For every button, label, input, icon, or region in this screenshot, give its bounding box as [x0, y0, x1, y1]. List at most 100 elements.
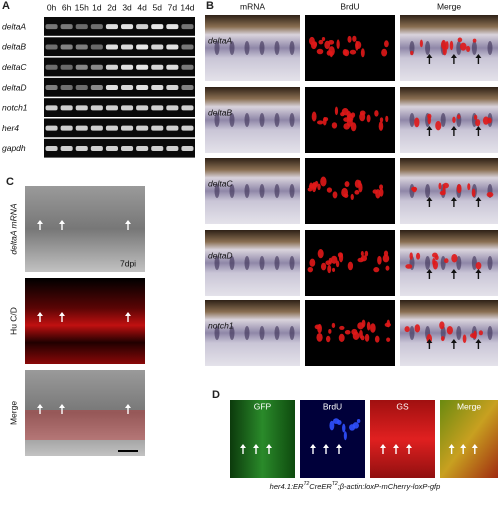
row-label: deltaA mRNA [8, 203, 18, 255]
stain [244, 184, 250, 198]
scale-bar [118, 450, 138, 452]
gel-band [136, 64, 149, 70]
gel-band [75, 145, 88, 151]
arrow-head [450, 269, 457, 273]
micrograph [400, 230, 498, 296]
panel-label: C [6, 176, 14, 188]
gel-lane [44, 118, 195, 138]
cell-signal [432, 258, 436, 266]
cell-signal [373, 267, 380, 273]
cell-signal [359, 110, 366, 116]
gel-band [166, 125, 179, 131]
gel-band [90, 125, 103, 131]
cell-signal [381, 48, 388, 57]
cell-signal [471, 188, 476, 198]
cell-signal [478, 330, 483, 336]
micrograph [370, 400, 435, 478]
arrow-head [59, 312, 65, 316]
cell-signal [350, 193, 354, 201]
cell-signal [331, 122, 338, 129]
column-header: BrdU [323, 401, 342, 411]
gel-band [60, 24, 73, 30]
gel-band [75, 105, 88, 111]
gel-band [105, 125, 118, 131]
stain [274, 41, 280, 55]
gene-label: notch1 [2, 103, 28, 113]
row-label: deltaD [208, 250, 233, 260]
cell-signal [404, 326, 410, 333]
panel-label: A [2, 0, 10, 12]
stain [214, 41, 220, 55]
arrow-head [59, 404, 65, 408]
cell-signal [339, 325, 345, 330]
gel-band [136, 44, 149, 50]
gel-band [181, 105, 194, 111]
stain [244, 41, 250, 55]
caption-part: ;β-actin:loxP-mCherry-loxP-gfp [338, 482, 441, 491]
gel-band [90, 24, 103, 30]
gel-band [166, 44, 179, 50]
stain [259, 184, 265, 198]
gel-band [45, 24, 58, 30]
cell-signal [317, 249, 324, 259]
arrow-head [448, 444, 455, 448]
gel-band [151, 145, 164, 151]
cell-signal [378, 121, 384, 131]
arrow-head [426, 339, 433, 343]
cell-signal [350, 122, 357, 132]
stain [244, 113, 250, 127]
cell-signal [379, 117, 384, 123]
cell-signal [382, 254, 390, 263]
cell-signal [338, 252, 344, 263]
cell-signal [349, 49, 357, 55]
annotation: 7dpi [120, 258, 136, 268]
stain [289, 184, 295, 198]
gel-band [166, 64, 179, 70]
stain [456, 256, 462, 270]
gene-label: gapdh [2, 143, 26, 153]
cell-signal [320, 262, 327, 271]
arrow-head [310, 444, 316, 448]
micrograph [25, 370, 145, 456]
gel-band [136, 24, 149, 30]
gel-band [75, 85, 88, 91]
stain [471, 41, 477, 55]
cell-signal [361, 319, 366, 328]
cell-signal [329, 420, 335, 431]
gel-band [75, 125, 88, 131]
cell-signal [327, 264, 332, 274]
stain [409, 326, 415, 340]
gel-band [181, 145, 194, 151]
cell-signal [344, 329, 351, 335]
stain [259, 41, 265, 55]
arrow-head [426, 54, 433, 58]
gel-band [121, 64, 134, 70]
gel-band [60, 85, 73, 91]
cell-signal [470, 333, 476, 338]
cell-signal [449, 40, 454, 51]
cell-signal [355, 40, 359, 51]
arrow-head [125, 312, 131, 316]
cell-signal [386, 337, 391, 342]
micrograph [440, 400, 498, 478]
cell-signal [435, 120, 442, 131]
gel-band [105, 105, 118, 111]
cell-signal [475, 119, 481, 127]
gel-band [60, 44, 73, 50]
cell-signal [347, 261, 354, 271]
cell-signal [444, 258, 449, 264]
arrow-head [380, 444, 386, 448]
cell-signal [452, 116, 456, 123]
gel-lane [44, 138, 195, 158]
cell-signal [328, 329, 332, 334]
gel-band [181, 24, 194, 30]
column-header: GFP [254, 401, 272, 411]
cell-signal [325, 335, 331, 343]
cell-signal [459, 42, 467, 51]
gel-band [151, 24, 164, 30]
timepoint-label: 0h [47, 2, 57, 12]
cell-signal [313, 41, 318, 48]
gel-band [90, 44, 103, 50]
cell-signal [324, 40, 331, 50]
